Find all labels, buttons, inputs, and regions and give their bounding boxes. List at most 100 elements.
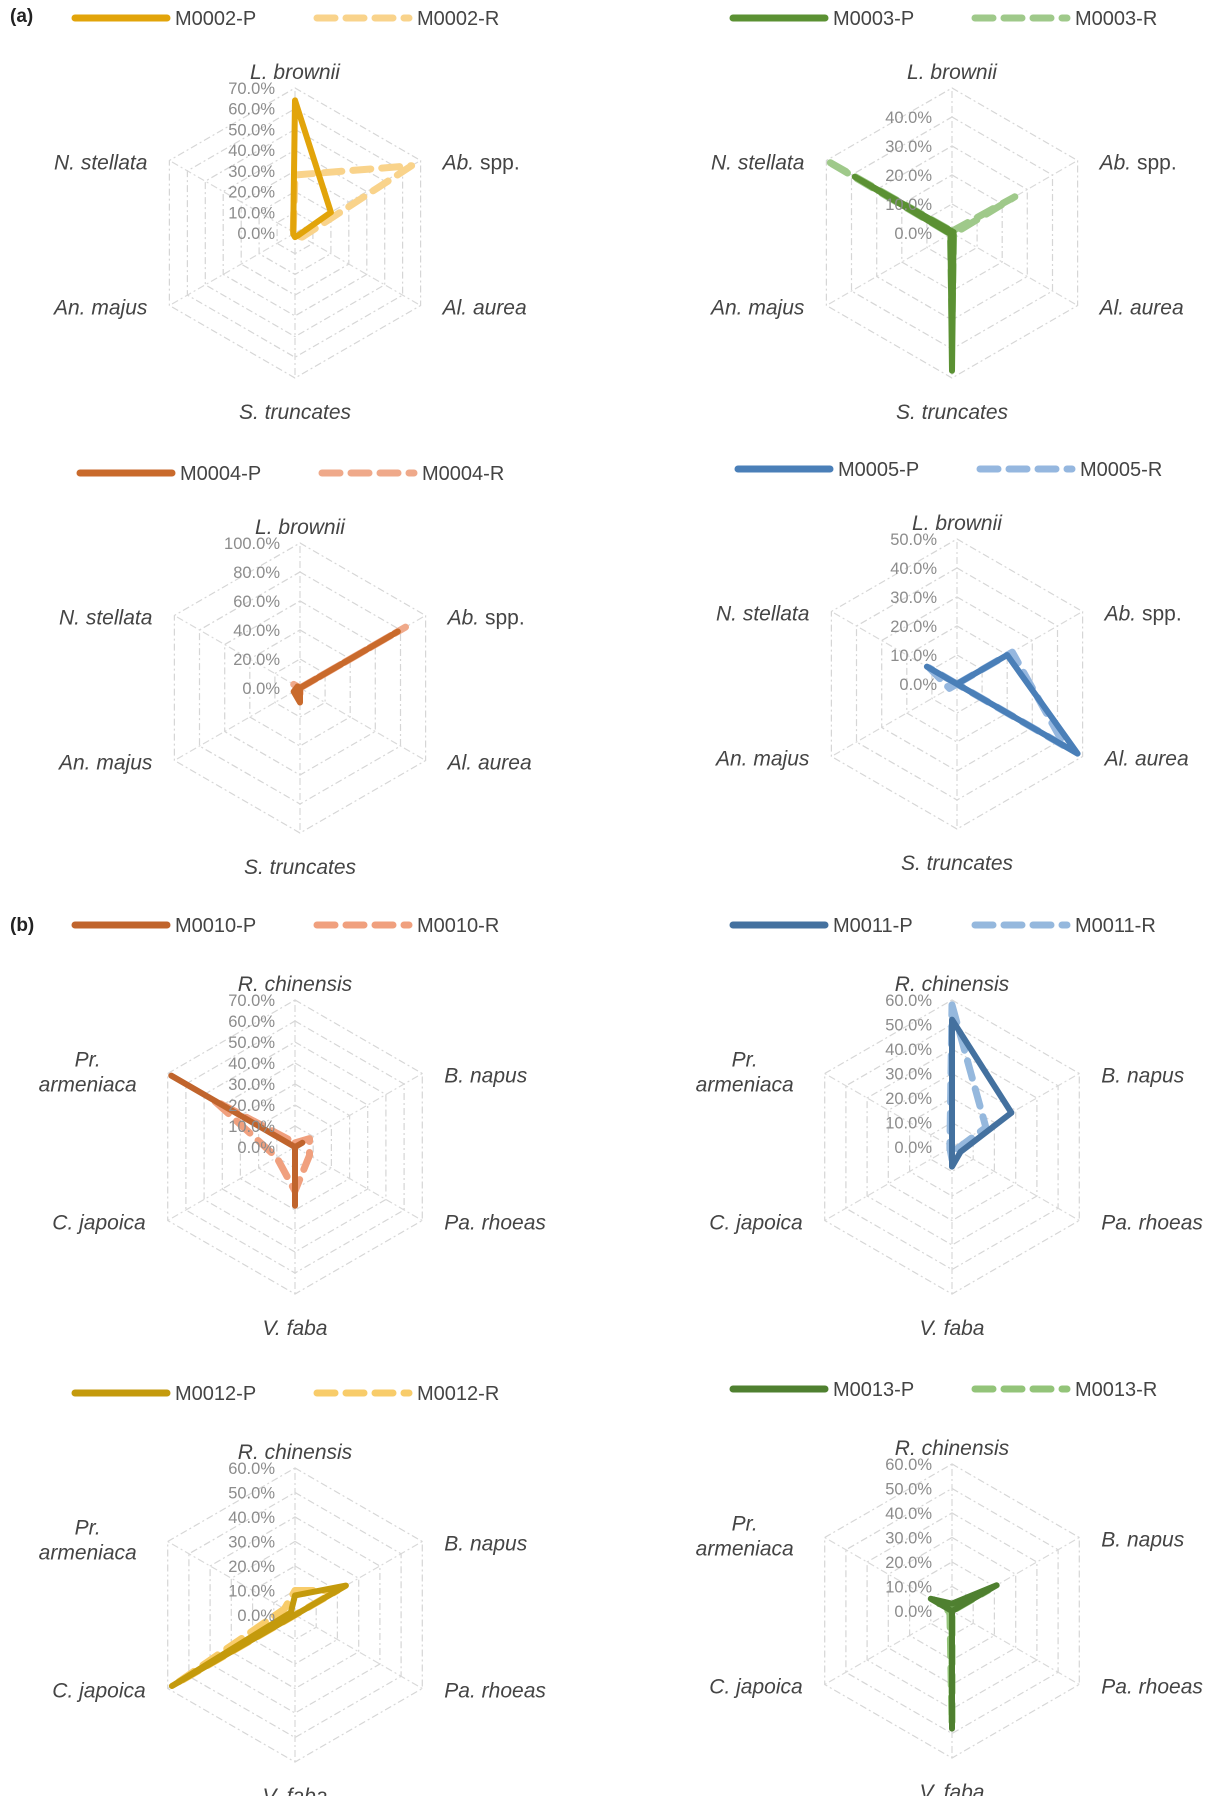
- legend-label: M0012-R: [417, 1383, 499, 1405]
- tick-label: 30.0%: [885, 1066, 932, 1084]
- tick-label: 10.0%: [890, 647, 937, 665]
- legend-label: M0011-R: [1075, 915, 1156, 937]
- series-line-M0004-P: [290, 628, 401, 706]
- grid-spoke: [169, 232, 296, 307]
- series-line-M0005-P: [923, 652, 1081, 757]
- tick-label: 0.0%: [894, 1603, 932, 1621]
- axis-label: C. japoica: [52, 1680, 145, 1703]
- tick-label: 10.0%: [228, 1118, 275, 1136]
- axis-label: Pr.: [75, 1517, 101, 1540]
- axis-label: Pa. rhoeas: [1101, 1212, 1203, 1235]
- axis-label: Ab. spp.: [1098, 152, 1177, 175]
- axis-label: Pa. rhoeas: [444, 1212, 546, 1235]
- axis-label: S. truncates: [901, 852, 1014, 875]
- axis-label: Pr.: [732, 1049, 758, 1072]
- axis-label: V. faba: [919, 1781, 984, 1796]
- radar-chart-2: 0.0% 10.0% 20.0% 30.0% 40.0% L. brownii Ab. sp…: [709, 8, 1184, 424]
- tick-label: 20.0%: [890, 618, 937, 636]
- tick-label: 30.0%: [890, 589, 937, 607]
- axis-label: L. brownii: [250, 61, 341, 84]
- axis-label: Al. aurea: [1103, 748, 1189, 771]
- tick-label: 50.0%: [890, 531, 937, 549]
- axis-label: L. brownii: [907, 61, 998, 84]
- legend-label: M0010-P: [175, 915, 256, 937]
- axis-label: armeniaca: [39, 1074, 137, 1097]
- axis-label: R. chinensis: [895, 1437, 1010, 1460]
- series-line-M0013-P: [927, 1582, 1000, 1732]
- legend-label: M0004-R: [422, 463, 504, 485]
- legend: M0011-P M0011-R: [729, 915, 1156, 937]
- legend: M0010-P M0010-R: [71, 915, 499, 937]
- axis-label: Ab. spp.: [446, 607, 525, 630]
- legend-label: M0002-P: [175, 8, 256, 30]
- grid-spoke: [951, 232, 1078, 307]
- legend-label: M0010-R: [417, 915, 499, 937]
- axis-label: S. truncates: [239, 401, 352, 424]
- tick-label: 60.0%: [228, 1013, 275, 1031]
- grid-spoke: [824, 1146, 953, 1222]
- tick-label: 50.0%: [885, 1017, 932, 1035]
- radar-chart-3: 0.0% 20.0% 40.0% 60.0% 80.0% 100.0%L. brownii…: [57, 463, 532, 879]
- axis-label: N. stellata: [711, 152, 804, 175]
- tick-label: 10.0%: [228, 204, 275, 222]
- legend: M0004-P M0004-R: [76, 463, 504, 485]
- grid-spoke: [174, 614, 301, 689]
- panel-label-a: (a): [10, 6, 34, 27]
- tick-label: 20.0%: [228, 1097, 275, 1115]
- legend-label: M0003-R: [1075, 8, 1157, 30]
- grid-spoke: [174, 687, 301, 762]
- grid-spoke: [294, 1614, 423, 1690]
- tick-label: 70.0%: [228, 80, 275, 98]
- tick-label: 40.0%: [228, 142, 275, 160]
- tick-label: 60.0%: [228, 1460, 275, 1478]
- axis-label: armeniaca: [39, 1542, 137, 1565]
- tick-label: 50.0%: [228, 1034, 275, 1052]
- legend-label: M0003-P: [833, 8, 914, 30]
- legend: M0003-P M0003-R: [729, 8, 1157, 30]
- tick-label: 10.0%: [885, 1579, 932, 1597]
- series-line-M0012-P: [168, 1582, 349, 1689]
- axis-label: Al. aurea: [441, 297, 527, 320]
- tick-label: 0.0%: [242, 680, 280, 698]
- axis-label: armeniaca: [696, 1538, 794, 1561]
- grid-ring: [866, 1512, 1038, 1710]
- radar-chart-8: 0.0% 10.0% 20.0% 30.0% 40.0% 50.0% 60.0%R. chi…: [696, 1379, 1204, 1796]
- axis-label: N. stellata: [59, 607, 152, 630]
- axis-label: Pa. rhoeas: [1101, 1676, 1203, 1699]
- axis-label: Ab. spp.: [441, 152, 520, 175]
- tick-label: 20.0%: [233, 651, 280, 669]
- grid-spoke: [167, 1540, 296, 1616]
- tick-label: 20.0%: [228, 184, 275, 202]
- grid-spoke: [299, 687, 426, 762]
- tick-label: 0.0%: [237, 1139, 275, 1157]
- axis-label: S. truncates: [244, 856, 357, 879]
- legend: M0002-P M0002-R: [71, 8, 499, 30]
- tick-label: 40.0%: [228, 1509, 275, 1527]
- axis-label: B. napus: [1101, 1065, 1184, 1088]
- tick-label: 40.0%: [885, 1041, 932, 1059]
- tick-label: 20.0%: [885, 1554, 932, 1572]
- tick-label: 50.0%: [885, 1481, 932, 1499]
- grid-ring: [249, 629, 351, 747]
- tick-label: 30.0%: [228, 1076, 275, 1094]
- tick-label: 30.0%: [885, 138, 932, 156]
- axis-label: R. chinensis: [238, 973, 353, 996]
- legend-label: M0011-P: [833, 915, 913, 937]
- radar-chart-5: 0.0% 10.0% 20.0% 30.0% 40.0% 50.0% 60.0% 70.0%R…: [39, 915, 547, 1340]
- tick-label: 0.0%: [894, 1139, 932, 1157]
- tick-label: 40.0%: [885, 109, 932, 127]
- grid-spoke: [294, 232, 421, 307]
- radar-chart-1: 0.0% 10.0% 20.0% 30.0% 40.0% 50.0% 60.0% 70.0%L…: [52, 8, 527, 424]
- grid-spoke: [294, 1146, 423, 1222]
- grid-spoke: [826, 232, 953, 307]
- tick-label: 30.0%: [228, 163, 275, 181]
- series-line-M0010-P: [168, 1072, 306, 1209]
- tick-label: 20.0%: [228, 1558, 275, 1576]
- legend: M0005-P M0005-R: [734, 459, 1162, 481]
- legend-label: M0005-P: [838, 459, 919, 481]
- grid-spoke: [951, 159, 1078, 234]
- grid-spoke: [824, 1536, 953, 1612]
- axis-label: V. faba: [262, 1785, 327, 1796]
- grid-spoke: [831, 683, 958, 758]
- grid-spoke: [831, 610, 958, 685]
